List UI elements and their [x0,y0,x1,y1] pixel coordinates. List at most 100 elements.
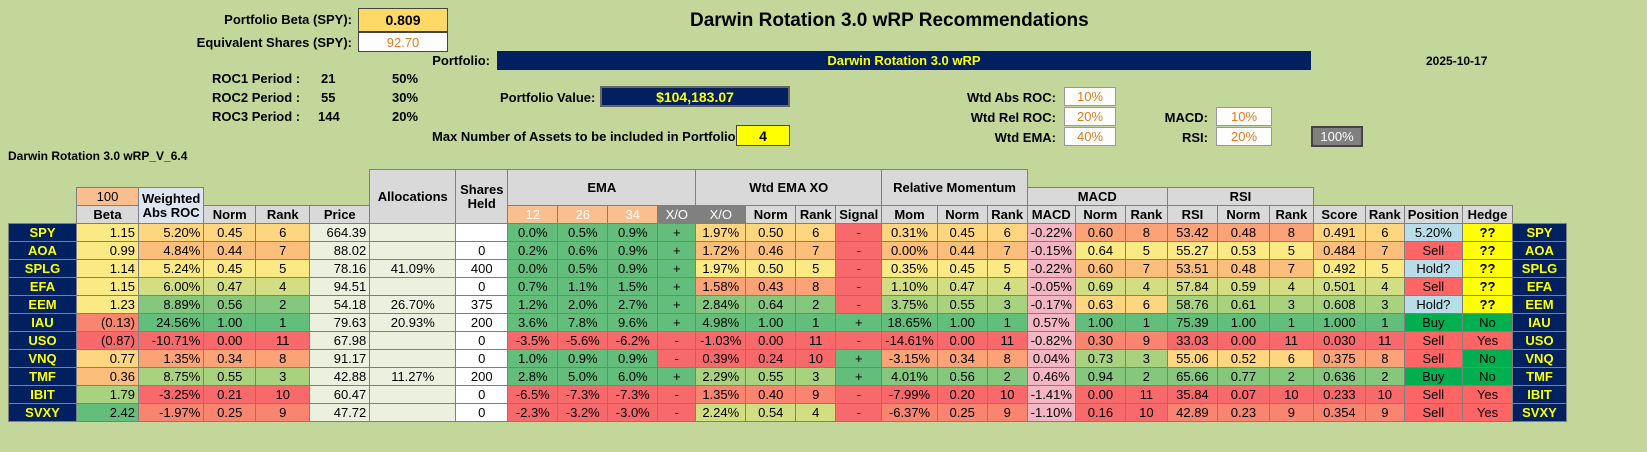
shares-held-cell[interactable]: 0 [455,241,509,260]
weighted-abs-roc-cell[interactable]: 8.75% [137,367,205,386]
mom-rank-cell[interactable]: 5 [986,259,1028,278]
allocation-cell[interactable] [369,223,457,242]
signal-cell[interactable]: - [835,241,883,260]
wtd-rank-cell[interactable]: 8 [795,277,837,296]
position-cell[interactable]: Sell [1403,403,1463,422]
wtd-rank-cell[interactable]: 9 [795,385,837,404]
ema12-cell[interactable]: -2.3% [507,403,559,422]
wtd-norm-cell[interactable]: 0.54 [745,403,797,422]
rsi-norm-cell[interactable]: 0.07 [1216,385,1270,404]
allocation-cell[interactable] [369,403,457,422]
rsi-cell[interactable]: 53.51 [1166,259,1218,278]
score-cell[interactable]: 0.501 [1312,277,1366,296]
wtd-abs-roc-field[interactable]: 10% [1064,87,1116,106]
mom-rank-cell[interactable]: 11 [986,331,1028,350]
ema12-cell[interactable]: 1.2% [507,295,559,314]
weighted-abs-roc-cell[interactable]: -10.71% [137,331,205,350]
price-cell[interactable]: 47.72 [309,403,371,422]
shares-held-cell[interactable]: 400 [455,259,509,278]
norm-cell[interactable]: 0.21 [203,385,257,404]
rsi-cell[interactable]: 57.84 [1166,277,1218,296]
shares-held-cell[interactable] [455,223,509,242]
mom-norm-cell[interactable]: 0.20 [936,385,988,404]
score-cell[interactable]: 0.233 [1312,385,1366,404]
wtd-norm-cell[interactable]: 0.43 [745,277,797,296]
hedge-cell[interactable]: ?? [1461,295,1513,314]
rsi-cell[interactable]: 58.76 [1166,295,1218,314]
signal-cell[interactable]: - [835,277,883,296]
rsi-norm-cell[interactable]: 0.61 [1216,295,1270,314]
rsi-rank-cell[interactable]: 4 [1268,277,1314,296]
macd-norm-cell[interactable]: 0.64 [1074,241,1126,260]
ema26-cell[interactable]: 0.9% [557,349,609,368]
ema34-cell[interactable]: 1.5% [607,277,659,296]
ema34-cell[interactable]: 0.9% [607,349,659,368]
wtd-xo-cell[interactable]: 4.98% [695,313,747,332]
ema12-cell[interactable]: -3.5% [507,331,559,350]
ema-xo-cell[interactable]: + [657,259,697,278]
mom-cell[interactable]: 0.35% [881,259,938,278]
wtd-xo-cell[interactable]: 1.97% [695,259,747,278]
rsi-norm-cell[interactable]: 0.48 [1216,223,1270,242]
rsi-rank-cell[interactable]: 5 [1268,241,1314,260]
norm-cell[interactable]: 0.45 [203,223,257,242]
signal-cell[interactable]: + [835,367,883,386]
rank-cell[interactable]: 1 [255,313,311,332]
ema12-cell[interactable]: -6.5% [507,385,559,404]
hedge-cell[interactable]: No [1461,367,1513,386]
rsi-norm-cell[interactable]: 0.77 [1216,367,1270,386]
signal-cell[interactable]: + [835,349,883,368]
score-rank-cell[interactable]: 11 [1364,331,1405,350]
mom-rank-cell[interactable]: 8 [986,349,1028,368]
rsi-cell[interactable]: 42.89 [1166,403,1218,422]
position-cell[interactable]: Hold? [1403,259,1463,278]
macd-norm-cell[interactable]: 0.60 [1074,259,1126,278]
wtd-rank-cell[interactable]: 10 [795,349,837,368]
mom-cell[interactable]: -3.15% [881,349,938,368]
beta-cell[interactable]: 0.99 [76,241,139,260]
ema26-cell[interactable]: 5.0% [557,367,609,386]
shares-held-cell[interactable]: 200 [455,313,509,332]
signal-cell[interactable]: - [835,259,883,278]
shares-held-cell[interactable]: 0 [455,385,509,404]
shares-held-cell[interactable]: 375 [455,295,509,314]
wtd-norm-cell[interactable]: 0.46 [745,241,797,260]
macd-weight-field[interactable]: 10% [1216,107,1272,126]
weighted-abs-roc-cell[interactable]: -3.25% [137,385,205,404]
allocation-cell[interactable]: 41.09% [369,259,457,278]
score-cell[interactable]: 0.354 [1312,403,1366,422]
macd-rank-cell[interactable]: 1 [1124,313,1168,332]
portfolio-value-field[interactable]: $104,183.07 [600,86,790,107]
rsi-norm-cell[interactable]: 0.59 [1216,277,1270,296]
macd-cell[interactable]: -0.22% [1026,259,1076,278]
allocation-cell[interactable] [369,385,457,404]
beta-cell[interactable]: 0.36 [76,367,139,386]
ticker-cell[interactable]: USO [8,331,77,350]
ema12-cell[interactable]: 0.0% [507,223,559,242]
price-cell[interactable]: 54.18 [309,295,371,314]
shares-held-cell[interactable]: 200 [455,367,509,386]
mom-rank-cell[interactable]: 10 [986,385,1028,404]
mom-norm-cell[interactable]: 0.00 [936,331,988,350]
ema34-cell[interactable]: 0.9% [607,259,659,278]
norm-cell[interactable]: 0.47 [203,277,257,296]
mom-cell[interactable]: 1.10% [881,277,938,296]
allocation-cell[interactable] [369,331,457,350]
score-cell[interactable]: 0.491 [1312,223,1366,242]
beta-cell[interactable]: 1.23 [76,295,139,314]
norm-cell[interactable]: 0.44 [203,241,257,260]
score-cell[interactable]: 0.636 [1312,367,1366,386]
rsi-norm-cell[interactable]: 0.52 [1216,349,1270,368]
norm-cell[interactable]: 1.00 [203,313,257,332]
macd-rank-cell[interactable]: 11 [1124,385,1168,404]
hedge-cell[interactable]: Yes [1461,385,1513,404]
mom-cell[interactable]: 18.65% [881,313,938,332]
ticker-right-cell[interactable]: SPY [1511,223,1567,242]
mom-rank-cell[interactable]: 9 [986,403,1028,422]
mom-norm-cell[interactable]: 0.25 [936,403,988,422]
score-rank-cell[interactable]: 10 [1364,385,1405,404]
ema34-cell[interactable]: -6.2% [607,331,659,350]
ema26-cell[interactable]: 0.5% [557,223,609,242]
mom-cell[interactable]: 3.75% [881,295,938,314]
hedge-cell[interactable]: ?? [1461,277,1513,296]
